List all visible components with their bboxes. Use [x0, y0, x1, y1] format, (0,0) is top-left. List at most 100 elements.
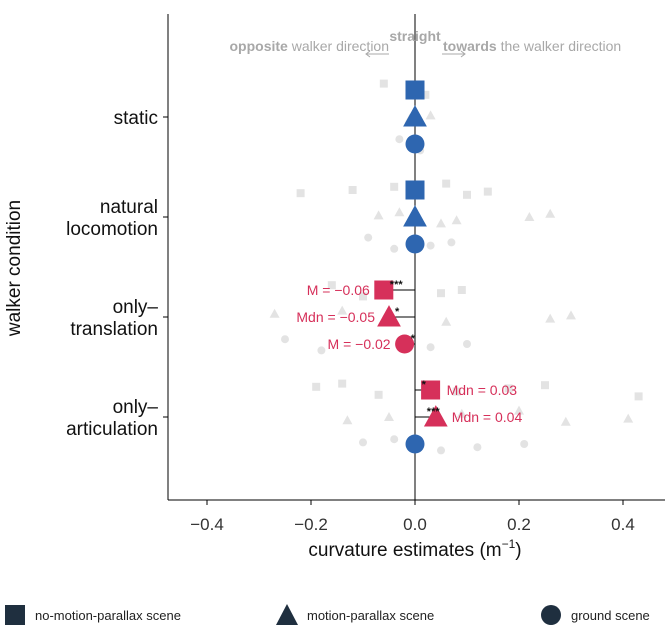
raw-point — [541, 381, 549, 390]
raw-point — [359, 438, 367, 447]
raw-point — [327, 281, 336, 290]
chart: −0.4 −0.2 0.0 0.2 0.4 curvature estimates (m−… — [4, 14, 665, 561]
estimate-label: M = −0.06 — [307, 282, 370, 298]
raw-point — [317, 346, 326, 355]
raw-point — [473, 443, 482, 452]
raw-point — [394, 207, 405, 217]
legend: no-motion-parallax scene motion-parallax… — [0, 604, 665, 630]
legend-item-motion-parallax: motion-parallax scene — [276, 604, 434, 626]
annotation-towards: towards the walker direction — [443, 38, 621, 54]
estimate-label: Mdn = −0.05 — [296, 309, 375, 325]
category-label: translation — [70, 319, 158, 340]
raw-point — [514, 405, 524, 415]
y-axis-label: walker condition — [4, 200, 25, 337]
significance-stars: * — [395, 306, 400, 318]
category-label: only– — [113, 397, 159, 418]
x-tick-label: 0.0 — [403, 515, 427, 534]
legend-item-no-motion-parallax: no-motion-parallax scene — [4, 604, 181, 626]
raw-point — [342, 415, 353, 425]
legend-label: ground scene — [571, 607, 650, 623]
raw-point — [379, 79, 388, 88]
raw-point — [442, 179, 451, 188]
raw-point — [520, 440, 529, 448]
text-layer: −0.4 −0.2 0.0 0.2 0.4 curvature estimates (m−… — [4, 28, 635, 561]
raw-point — [296, 189, 305, 198]
raw-point — [623, 413, 634, 423]
legend-item-ground: ground scene — [540, 604, 650, 626]
raw-point — [374, 390, 383, 399]
raw-point — [359, 292, 367, 301]
x-tick-label: −0.2 — [294, 515, 328, 534]
raw-point — [373, 210, 384, 220]
raw-point — [457, 286, 466, 294]
raw-point — [483, 187, 492, 196]
raw-point — [425, 110, 436, 120]
raw-point — [456, 408, 467, 418]
raw-point — [447, 238, 456, 247]
category-label: natural — [100, 197, 158, 218]
raw-point — [504, 384, 513, 393]
x-tick-label: 0.2 — [507, 515, 531, 534]
legend-label: motion-parallax scene — [307, 607, 435, 623]
x-tick-label: −0.4 — [190, 515, 224, 534]
triangle-marker — [423, 405, 448, 427]
arrow-right-icon — [442, 50, 466, 58]
significance-stars: *** — [427, 406, 441, 418]
raw-point — [451, 215, 462, 225]
raw-point — [452, 387, 461, 396]
raw-point — [337, 305, 348, 315]
annotation-straight: straight — [389, 28, 441, 44]
raw-point — [390, 435, 399, 444]
arrow-left-icon — [365, 50, 389, 58]
triangle-marker — [403, 205, 427, 227]
square-marker — [374, 280, 394, 300]
raw-point — [338, 379, 347, 388]
raw-points-layer — [269, 79, 643, 455]
raw-point — [463, 340, 471, 348]
triangle-icon — [276, 604, 298, 625]
raw-point — [281, 335, 289, 344]
raw-point — [390, 182, 399, 191]
triangle-marker — [403, 105, 427, 127]
square-marker — [405, 180, 425, 200]
category-label: locomotion — [66, 219, 158, 240]
annotation-opposite: opposite walker direction — [230, 38, 390, 54]
raw-point — [426, 241, 435, 250]
raw-point — [348, 186, 357, 194]
circle-marker — [405, 234, 425, 254]
circle-marker — [405, 434, 425, 454]
raw-point — [441, 316, 452, 326]
x-axis-label: curvature estimates (m−1) — [308, 537, 521, 561]
raw-point — [524, 212, 535, 221]
x-tick-label: 0.4 — [611, 515, 635, 534]
category-label: articulation — [66, 419, 158, 440]
category-label: static — [114, 108, 158, 129]
square-marker — [421, 380, 441, 400]
raw-point — [560, 416, 571, 426]
raw-point — [421, 90, 430, 99]
raw-point — [312, 382, 321, 391]
triangle-marker — [377, 305, 401, 327]
significance-stars: * — [411, 333, 416, 345]
markers-layer — [374, 80, 448, 454]
estimate-label: Mdn = 0.04 — [452, 409, 523, 425]
estimate-label: M = −0.02 — [328, 336, 391, 352]
square-icon — [5, 605, 25, 625]
raw-point — [390, 244, 399, 253]
circle-marker — [395, 334, 415, 354]
raw-point — [395, 135, 404, 144]
square-marker — [405, 80, 425, 100]
legend-label: no-motion-parallax scene — [35, 607, 181, 623]
circle-marker — [405, 134, 425, 154]
raw-point — [426, 343, 435, 352]
raw-point — [437, 289, 445, 298]
raw-point — [634, 392, 643, 401]
category-label: only– — [113, 297, 159, 318]
significance-stars: * — [422, 379, 427, 391]
raw-point — [545, 313, 556, 323]
significance-stars: *** — [390, 279, 404, 291]
raw-point — [364, 233, 373, 242]
raw-point — [545, 208, 556, 218]
raw-point — [269, 308, 280, 318]
raw-point — [566, 310, 576, 320]
